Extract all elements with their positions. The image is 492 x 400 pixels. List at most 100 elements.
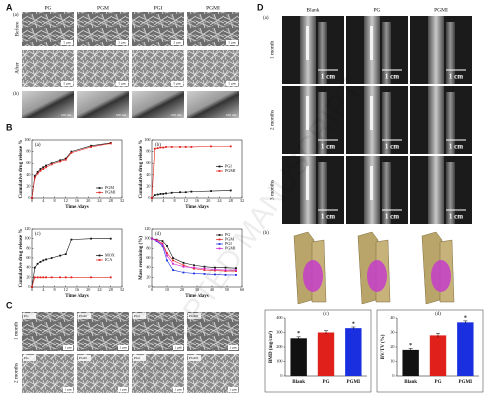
scale-label: 1 μm — [174, 387, 182, 391]
x-tick-label: Blank — [404, 380, 417, 385]
significance: * — [409, 343, 412, 349]
x-tick-label: 4 — [42, 198, 45, 203]
point — [153, 147, 156, 150]
row-label: 2 months — [269, 110, 275, 130]
point — [50, 162, 53, 165]
column-label: PGI — [154, 5, 163, 11]
image-label: PGMI — [189, 356, 199, 360]
scale-label: 5 μm — [228, 81, 236, 85]
point — [151, 197, 153, 199]
y-tick-label: 40 — [390, 315, 394, 320]
scale-box — [63, 387, 73, 392]
scale-box — [63, 345, 73, 350]
bar — [402, 349, 419, 376]
legend-label: ICA — [105, 257, 112, 262]
bar — [457, 322, 474, 376]
scale-label: 1 cm — [385, 213, 399, 221]
column-label: PG — [373, 7, 380, 13]
bone — [446, 162, 455, 224]
point — [45, 164, 47, 167]
x-tick-label: 4 — [162, 198, 165, 203]
label-box — [78, 355, 91, 361]
series-line — [31, 238, 111, 288]
point — [90, 276, 92, 279]
panel-sublabel: (c) — [35, 232, 41, 237]
sem-image — [187, 50, 239, 87]
point — [59, 276, 62, 279]
point — [155, 239, 158, 242]
bone — [318, 22, 327, 84]
y-tick-label: 40 — [146, 172, 150, 177]
legend-label: PG — [225, 232, 230, 237]
label-box — [133, 355, 146, 361]
panel-sublabel: (d) — [155, 232, 161, 237]
point — [90, 144, 92, 147]
label-box — [78, 313, 91, 319]
point — [42, 168, 45, 170]
sem-image — [132, 50, 184, 87]
column-label: PGM — [97, 5, 109, 11]
scale-box — [226, 81, 238, 86]
chart-frame — [264, 309, 372, 393]
point — [229, 189, 232, 192]
scale-label: 1 cm — [385, 143, 399, 151]
scale-label: 1 μm — [119, 345, 127, 349]
point — [214, 266, 216, 269]
x-axis-label: Time /days — [65, 294, 88, 299]
point — [184, 146, 187, 148]
implant — [306, 96, 309, 130]
point — [229, 145, 232, 148]
point — [170, 191, 173, 194]
legend-marker — [218, 165, 221, 168]
panel-sublabel: (d) — [435, 312, 441, 317]
y-tick-label: 100 — [24, 236, 30, 241]
tem-image — [187, 91, 239, 118]
y-tick-label: 30 — [390, 329, 394, 334]
content: PG 5 μm 5 μm 100 nm PGM 5 μm 5 μm 100 nm PGI 5 μm… — [13, 5, 484, 393]
point — [70, 276, 73, 279]
point — [161, 240, 164, 242]
legend-marker — [218, 234, 221, 236]
x-tick-label: 20 — [86, 287, 90, 292]
panel-label: A — [6, 2, 13, 12]
point — [70, 238, 73, 241]
sub-label: (a) — [13, 13, 19, 18]
x-tick-label: 24 — [217, 198, 222, 203]
y-tick-label: 0 — [148, 284, 150, 289]
x-tick-label: 12 — [184, 198, 188, 203]
x-tick-label: 0 — [151, 198, 153, 203]
legend-label: MOX — [105, 252, 115, 257]
legend-label: PGM — [105, 185, 114, 190]
scale-label: 100 nm — [116, 113, 127, 117]
bone — [428, 16, 444, 84]
point — [64, 253, 67, 256]
legend-marker — [98, 187, 101, 189]
y-tick-label: 20 — [146, 274, 150, 279]
legend-label: PGM — [225, 236, 234, 241]
legend-marker — [218, 170, 221, 172]
point — [64, 157, 67, 160]
point — [36, 262, 39, 265]
bone — [446, 22, 455, 84]
y-tick-label: 80 — [26, 149, 30, 154]
scale-label: 100 nm — [61, 113, 72, 117]
point — [184, 191, 187, 194]
scale-box — [228, 345, 238, 350]
y-tick-label: 100 — [144, 137, 150, 142]
point — [224, 274, 227, 276]
point — [159, 146, 162, 149]
point — [161, 243, 164, 246]
series-line — [151, 146, 231, 199]
scale-label: 5 μm — [63, 40, 71, 44]
point — [156, 147, 159, 150]
x-tick-label: 24 — [97, 198, 102, 203]
x-tick-label: 12 — [64, 198, 68, 203]
point — [162, 193, 165, 195]
x-tick-label: 8 — [53, 287, 55, 292]
point — [193, 272, 195, 275]
x-tick-label: 0 — [31, 287, 33, 292]
bone — [318, 92, 327, 154]
label-box — [188, 313, 201, 319]
x-tick-label: PGMI — [347, 380, 361, 385]
